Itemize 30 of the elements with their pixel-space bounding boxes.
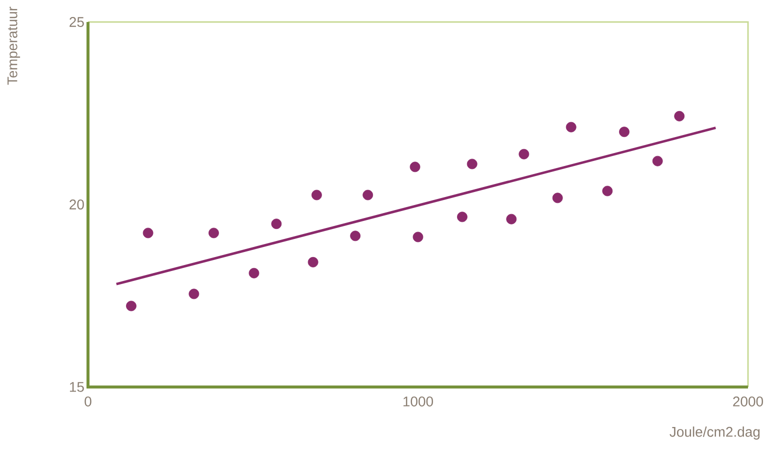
x-tick-label: 2000 (733, 396, 764, 406)
point (410, 162, 420, 172)
point (457, 212, 468, 222)
y-tick-label: 20 (70, 200, 84, 210)
point (518, 148, 530, 160)
point (362, 190, 374, 200)
point (652, 156, 663, 166)
y-tick-label: 15 (70, 382, 84, 392)
point (350, 230, 360, 242)
point (466, 158, 478, 170)
point (208, 228, 219, 238)
point (126, 300, 136, 312)
y-axis-title: Temperatuur (8, 6, 20, 85)
point (248, 268, 260, 278)
point (566, 122, 576, 132)
point (308, 256, 318, 268)
point (142, 228, 154, 238)
point (602, 186, 613, 196)
point (412, 232, 424, 242)
x-tick-label: 1000 (403, 396, 434, 406)
x-tick-label: 0 (84, 396, 92, 406)
x-axis-title: Joule/cm2.dag (670, 426, 760, 440)
point (311, 190, 322, 200)
point (271, 218, 282, 230)
point (552, 192, 563, 204)
point (619, 126, 630, 138)
point (188, 288, 200, 300)
point (674, 110, 685, 122)
point (506, 214, 517, 224)
y-tick-label: 25 (70, 17, 84, 27)
